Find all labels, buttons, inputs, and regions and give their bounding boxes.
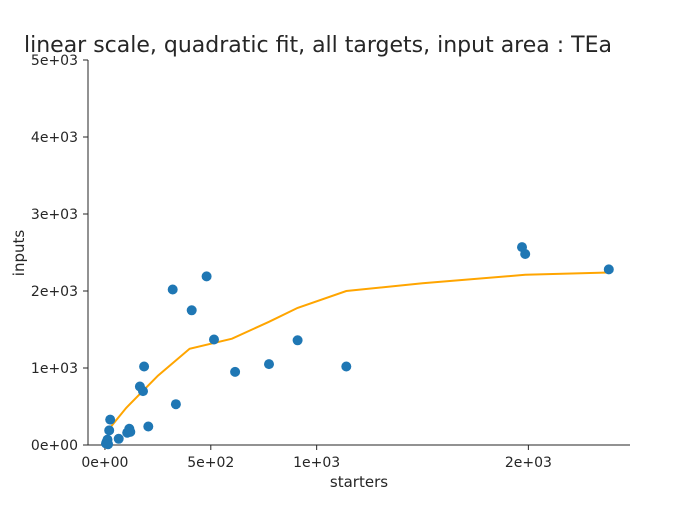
data-point — [125, 426, 136, 437]
data-point — [143, 421, 154, 432]
data-point — [104, 425, 115, 436]
data-point — [341, 361, 352, 372]
quadratic-fit-line — [105, 271, 609, 434]
data-point — [264, 359, 274, 370]
y-tick-label: 4e+03 — [31, 130, 78, 146]
y-tick-label: 5e+03 — [31, 53, 78, 69]
y-tick-label: 3e+03 — [31, 207, 78, 223]
data-point — [103, 439, 114, 450]
data-point — [201, 271, 212, 282]
data-point — [138, 386, 148, 397]
data-point — [186, 305, 197, 316]
data-point — [209, 334, 219, 345]
x-tick-label: 2e+03 — [505, 455, 552, 471]
data-point — [113, 433, 124, 444]
y-tick-label: 1e+03 — [31, 361, 78, 377]
data-point — [520, 249, 531, 259]
chart-title: linear scale, quadratic fit, all targets… — [24, 33, 612, 58]
data-point — [167, 284, 178, 295]
data-point — [170, 399, 181, 410]
x-tick-label: 5e+02 — [187, 455, 234, 471]
data-point — [603, 264, 614, 275]
y-axis: 0e+00 1e+03 2e+03 3e+03 4e+03 5e+03 — [31, 53, 89, 454]
data-point — [105, 414, 116, 425]
x-tick-label: 0e+00 — [81, 455, 128, 471]
data-point — [292, 335, 303, 346]
scatter-points — [101, 242, 614, 450]
y-tick-label: 2e+03 — [31, 284, 78, 300]
data-point — [230, 366, 241, 377]
x-axis-label: starters — [330, 473, 388, 491]
x-axis: 0e+00 5e+02 1e+03 2e+03 — [81, 444, 630, 471]
y-axis-label: inputs — [10, 230, 28, 277]
x-tick-label: 1e+03 — [293, 455, 340, 471]
y-tick-label: 0e+00 — [31, 438, 78, 454]
data-point — [139, 361, 150, 372]
